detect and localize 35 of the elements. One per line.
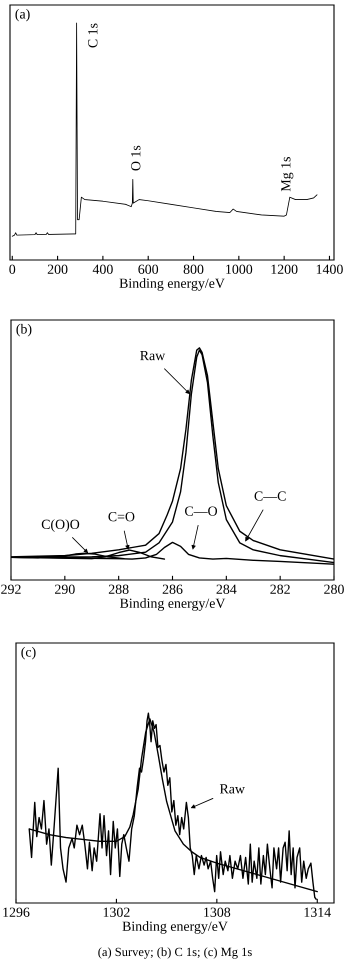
x-tick-label: 0: [9, 264, 16, 274]
annotation: O 1s: [131, 146, 140, 171]
x-tick-label: 1308: [204, 908, 230, 917]
chart-title: (c): [21, 646, 36, 660]
text: (a) Survey; (b) C 1s; (c) Mg 1s: [98, 947, 252, 959]
x-axis-title: Binding energy/eV: [119, 278, 225, 291]
x-tick-label: 292: [1, 584, 21, 594]
x-tick-label: 1302: [104, 908, 130, 917]
x-tick-label: 288: [108, 584, 129, 594]
x-tick-label: 800: [184, 264, 204, 274]
x-tick-label: 200: [48, 264, 68, 274]
annotation: C—C: [254, 491, 286, 501]
x-axis-title: Binding energy/eV: [120, 598, 226, 611]
annotation: C—O: [185, 506, 218, 516]
x-axis-title: Binding energy/eV: [122, 921, 228, 934]
chart-title: (b): [16, 324, 32, 336]
x-tick-label: 1400: [316, 264, 343, 274]
x-tick-label: 400: [92, 264, 113, 274]
x-tick-label: 1000: [226, 264, 252, 274]
annotation: C 1s: [88, 24, 98, 48]
annotation: C=O: [108, 512, 134, 522]
annotation: Raw: [140, 351, 166, 360]
x-tick-label: 280: [324, 584, 344, 594]
chart-title: (a): [15, 8, 30, 22]
x-tick-label: 284: [216, 584, 237, 594]
x-tick-label: 1200: [271, 264, 298, 274]
annotation: Raw: [220, 784, 245, 794]
x-tick-label: 290: [55, 584, 75, 594]
x-tick-label: 1314: [304, 908, 331, 917]
x-tick-label: 282: [270, 584, 290, 594]
x-tick-label: 600: [138, 264, 158, 274]
x-tick-label: 1296: [3, 908, 30, 917]
annotation: C(O)O: [42, 519, 80, 532]
annotation: Mg 1s: [281, 157, 294, 192]
x-tick-label: 286: [162, 584, 182, 594]
